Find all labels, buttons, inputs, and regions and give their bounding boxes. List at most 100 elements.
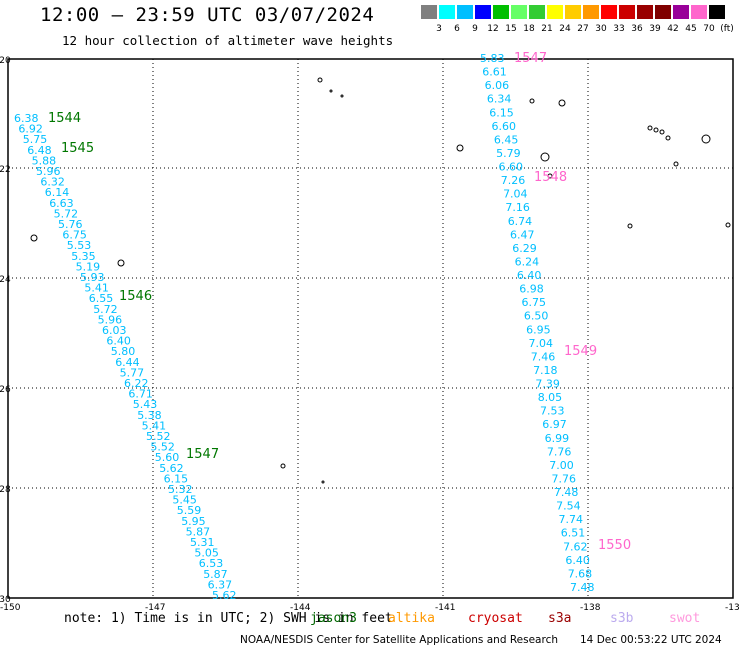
wave-height-value: 5.72 [54, 207, 79, 220]
footer-credit: NOAA/NESDIS Center for Satellite Applica… [240, 634, 558, 646]
island-outline [117, 259, 125, 267]
wave-height-value: 6.15 [489, 106, 514, 119]
satellite-name: s3b [610, 611, 634, 626]
satellite-name: jason3 [310, 611, 357, 626]
wave-height-value: 5.77 [120, 366, 145, 379]
legend-swatch [457, 5, 473, 19]
wave-height-value: 6.47 [510, 228, 535, 241]
island-outline [456, 144, 464, 152]
page-title: 12:00 – 23:59 UTC 03/07/2024 [40, 4, 375, 26]
wave-height-value: 6.60 [498, 161, 523, 174]
island-outline [659, 129, 665, 135]
wave-height-value: 5.52 [146, 430, 171, 443]
longitude-label: -150 [0, 603, 21, 613]
wave-height-value: 6.40 [106, 335, 130, 348]
wave-height-value: 6.51 [561, 527, 586, 540]
wave-height-value: 7.18 [533, 364, 558, 377]
pass-time-label: 1544 [48, 111, 81, 126]
island-outline [280, 463, 286, 469]
wave-height-value: 5.53 [67, 239, 92, 252]
wave-height-value: 6.61 [482, 66, 507, 79]
wave-height-value: 7.39 [535, 378, 560, 391]
wave-height-value: 6.53 [199, 557, 224, 570]
wave-height-value: 5.19 [76, 260, 101, 273]
legend-label: 21 [541, 24, 553, 34]
legend-label: 45 [685, 24, 697, 34]
wave-height-value: 6.75 [522, 296, 547, 309]
wave-height-value: 5.79 [496, 147, 520, 160]
wave-height-value: 5.87 [203, 568, 228, 581]
legend-label: 15 [505, 24, 517, 34]
legend-swatch [475, 5, 491, 19]
island-outline [317, 77, 323, 83]
wave-height-value: 6.95 [526, 323, 551, 336]
wave-height-value: 6.40 [517, 269, 542, 282]
wave-height-value: 6.44 [115, 356, 140, 369]
wave-height-value: 6.03 [102, 324, 127, 337]
wave-height-value: 7.26 [501, 174, 526, 187]
latitude-label: -24 [0, 275, 11, 285]
pass-time-label: 1547 [514, 51, 547, 66]
note-text: note: 1) Time is in UTC; 2) SWH is in fe… [64, 611, 393, 626]
wave-height-value: 5.62 [212, 589, 237, 602]
wave-height-value: 7.16 [505, 201, 530, 214]
footer-timestamp: 14 Dec 00:53:22 UTC 2024 [580, 634, 722, 646]
map-frame [7, 58, 734, 599]
wave-height-value: 7.76 [552, 472, 577, 485]
legend-swatch [529, 5, 545, 19]
legend-label: 18 [523, 24, 535, 34]
wave-height-value: 7.74 [558, 513, 583, 526]
wave-height-value: 6.38 [14, 112, 39, 125]
pass-time-label: 1547 [186, 447, 219, 462]
legend-label: 36 [631, 24, 643, 34]
island-outline [558, 99, 566, 107]
legend-label: 39 [649, 24, 661, 34]
legend-swatch [439, 5, 455, 19]
wave-height-value: 5.93 [80, 271, 105, 284]
page-subtitle: 12 hour collection of altimeter wave hei… [62, 33, 394, 48]
wave-height-value: 7.53 [540, 405, 565, 418]
wave-height-value: 7.48 [570, 581, 595, 594]
legend-label: 33 [613, 24, 625, 34]
latitude-label: -28 [0, 485, 11, 495]
wave-height-value: 5.32 [168, 483, 193, 496]
satellite-name: swot [669, 611, 701, 626]
legend-label: 27 [577, 24, 589, 34]
wave-height-value: 5.05 [194, 547, 219, 560]
legend-swatch [493, 5, 509, 19]
island-outline [547, 173, 553, 179]
legend-swatch [421, 5, 437, 19]
wave-height-value: 6.24 [515, 255, 540, 268]
longitude-label: -144 [290, 603, 311, 613]
islands [30, 77, 731, 484]
island-outline [529, 98, 535, 104]
island-outline [540, 152, 550, 162]
wave-height-value: 6.06 [485, 79, 510, 92]
legend-label: 3 [436, 24, 442, 34]
wave-height-value: 6.15 [164, 472, 189, 485]
legend-label: 6 [454, 24, 460, 34]
legend-swatch [583, 5, 599, 19]
legend-label: 30 [595, 24, 607, 34]
island-outline [30, 234, 38, 242]
longitude-label: -138 [580, 603, 601, 613]
wave-height-value: 5.45 [172, 494, 197, 507]
wave-height-value: 6.40 [565, 554, 590, 567]
wave-height-value: 5.38 [137, 409, 162, 422]
wave-height-value: 5.95 [181, 515, 206, 528]
wave-height-value: 5.83 [480, 52, 505, 65]
wave-height-value: 6.32 [40, 176, 65, 189]
wave-height-value: 5.41 [84, 282, 109, 295]
island-outline [701, 134, 711, 144]
wave-height-value: 5.87 [186, 525, 211, 538]
wave-height-value: 5.43 [133, 398, 158, 411]
wave-height-value: 5.88 [32, 154, 56, 167]
pass-time-label: 1545 [61, 141, 94, 156]
wave-height-value: 6.92 [18, 123, 43, 136]
wave-height-value: 5.41 [142, 419, 167, 432]
wave-height-value: 5.80 [111, 345, 136, 358]
wave-height-value: 6.60 [492, 120, 517, 133]
longitude-label: -141 [435, 603, 455, 613]
longitude-label: -147 [145, 603, 165, 613]
